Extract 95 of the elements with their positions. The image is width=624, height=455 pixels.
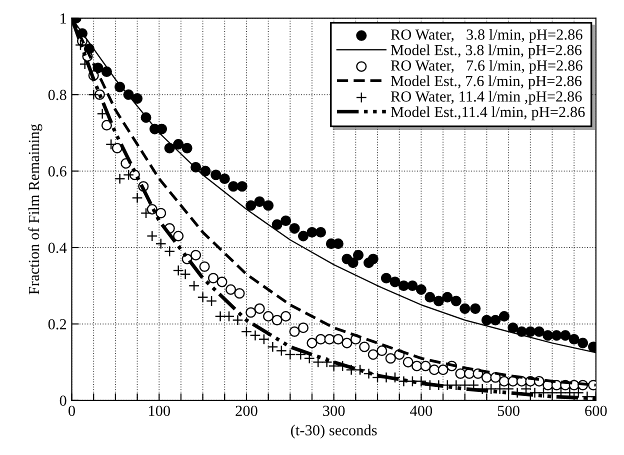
point <box>402 356 414 368</box>
point <box>289 223 300 234</box>
x-tick-label: 600 <box>585 406 607 416</box>
point <box>551 330 562 341</box>
point <box>359 342 370 352</box>
point <box>306 338 318 348</box>
y-tick-label: 1 <box>60 13 66 24</box>
x-tick-label: 400 <box>410 406 432 416</box>
point <box>200 166 211 176</box>
y-tick-label: 0 <box>60 396 66 406</box>
point <box>173 139 184 150</box>
point <box>433 296 444 306</box>
y-tick-label: 0.2 <box>48 319 66 330</box>
point <box>225 284 236 295</box>
point <box>568 334 580 345</box>
point <box>254 196 265 207</box>
point <box>298 230 309 242</box>
point <box>407 280 418 292</box>
point <box>412 360 422 372</box>
point <box>348 258 358 268</box>
y-axis-title: Fraction of Film Remaining <box>28 124 42 294</box>
point <box>490 314 501 326</box>
point <box>246 307 256 318</box>
point <box>534 326 544 337</box>
point <box>182 142 192 154</box>
x-tick-label: 0 <box>68 406 75 416</box>
point <box>101 120 112 130</box>
point <box>236 181 248 192</box>
point <box>450 296 462 306</box>
point <box>385 353 396 364</box>
x-tick-label: 300 <box>323 406 345 416</box>
point <box>234 288 245 299</box>
point <box>324 334 335 345</box>
point <box>332 334 344 345</box>
point <box>429 364 440 376</box>
point <box>280 311 292 322</box>
point <box>190 250 202 260</box>
point <box>156 208 166 218</box>
point <box>368 349 378 360</box>
point <box>289 326 300 337</box>
point <box>280 215 292 226</box>
point <box>376 345 388 356</box>
legend-label: RO Water, 11.4 l/min ,pH=2.86 <box>390 90 582 105</box>
point <box>420 360 431 372</box>
point <box>525 326 536 337</box>
y-tick-label: 0.6 <box>48 166 66 177</box>
x-tick-label: 100 <box>149 406 170 416</box>
point <box>246 200 256 211</box>
legend-label: Model Est., 3.8 l/min, pH=2.86 <box>390 44 582 58</box>
x-tick-label: 500 <box>498 406 520 416</box>
point <box>254 303 265 314</box>
point <box>342 338 352 348</box>
legend-label: Model Est.,11.4 l/min, pH=2.86 <box>390 106 585 120</box>
x-tick-label: 200 <box>236 406 258 416</box>
point <box>219 173 230 184</box>
point <box>263 311 274 322</box>
point <box>132 93 143 104</box>
point <box>368 254 378 264</box>
point <box>315 334 326 345</box>
point <box>272 314 282 326</box>
point <box>438 364 448 376</box>
point <box>460 303 470 314</box>
point <box>442 292 453 302</box>
point <box>455 368 466 379</box>
point <box>199 261 210 272</box>
point <box>560 330 571 341</box>
point <box>173 230 184 242</box>
point <box>272 219 282 230</box>
point <box>578 338 588 348</box>
x-axis-title: (t-30) seconds <box>291 424 377 439</box>
point <box>263 200 274 211</box>
point <box>481 314 492 326</box>
y-tick-label: 0.4 <box>48 242 67 254</box>
legend-label: Model Est., 7.6 l/min, pH=2.86 <box>390 75 582 90</box>
point <box>315 226 326 238</box>
point <box>298 322 309 334</box>
point <box>208 272 219 284</box>
point <box>390 276 400 288</box>
legend-label: RO Water, 3.8 l/min, pH=2.86 <box>390 28 582 43</box>
point <box>353 250 364 260</box>
point <box>508 322 518 334</box>
legend-label: RO Water, 7.6 l/min, pH=2.86 <box>390 60 582 74</box>
point <box>398 280 410 292</box>
point <box>216 276 228 288</box>
point <box>416 284 426 295</box>
point <box>498 376 510 387</box>
point <box>498 311 510 322</box>
point <box>470 303 481 314</box>
point <box>306 226 318 238</box>
point <box>228 181 239 192</box>
point <box>210 170 222 180</box>
y-tick-label: 0.8 <box>48 90 66 100</box>
point <box>424 292 436 302</box>
point <box>542 330 554 341</box>
point <box>380 272 392 284</box>
